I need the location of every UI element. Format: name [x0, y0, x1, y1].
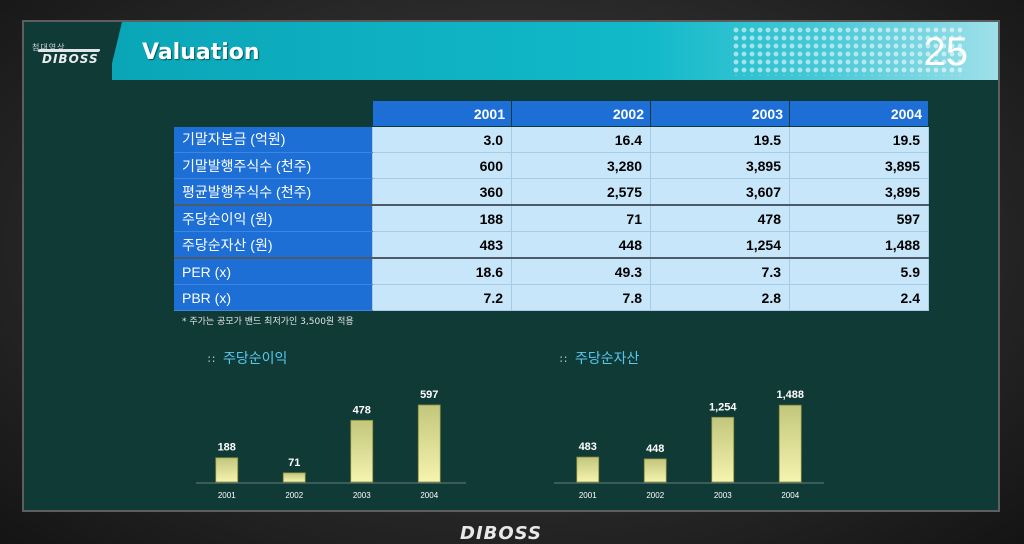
- bar-value-label: 483: [579, 441, 597, 453]
- x-tick-label: 2002: [646, 491, 664, 500]
- bullet-icon: ∷: [208, 353, 215, 366]
- logo-tagline: 첨대영상: [32, 43, 66, 52]
- table-cell: 360: [372, 178, 512, 206]
- bar-value-label: 1,488: [776, 389, 804, 401]
- row-label: 평균발행주식수 (천주): [174, 178, 373, 206]
- table-cell: 49.3: [511, 257, 651, 285]
- slide-header: Valuation 25: [108, 22, 998, 80]
- footer-logo: DIBOSS: [460, 523, 542, 544]
- table-corner: [174, 101, 373, 127]
- slide-frame: 첨대영상 DIBOSS Valuation 25 2001 2002 2003 …: [22, 20, 1000, 512]
- table-cell: 600: [372, 152, 512, 179]
- x-tick-label: 2004: [420, 491, 438, 500]
- table-cell: 16.4: [511, 126, 651, 153]
- table-cell: 7.2: [372, 284, 512, 311]
- slide-title: Valuation: [142, 40, 260, 65]
- bps-chart-title-text: 주당순자산: [575, 351, 640, 367]
- table-cell: 19.5: [789, 126, 929, 153]
- table-cell: 1,488: [789, 231, 929, 259]
- table-cell: 478: [650, 204, 790, 232]
- row-label: 기말발행주식수 (천주): [174, 152, 373, 179]
- bullet-icon: ∷: [560, 353, 567, 366]
- table-cell: 7.8: [511, 284, 651, 311]
- header-notch: [108, 22, 122, 80]
- table-cell: 2.4: [789, 284, 929, 311]
- table-row: 주당순이익 (원) 188 71 478 597: [174, 204, 929, 232]
- table-footnote: * 주가는 공모가 밴드 최저가인 3,500원 적용: [182, 317, 354, 327]
- table-cell: 3,895: [789, 178, 929, 206]
- table-cell: 597: [789, 204, 929, 232]
- table-cell: 3.0: [372, 126, 512, 153]
- x-tick-label: 2003: [714, 491, 732, 500]
- column-header: 2001: [372, 100, 512, 127]
- bar-value-label: 71: [288, 457, 300, 469]
- eps-chart-title-text: 주당순이익: [223, 351, 288, 367]
- bar: [778, 404, 802, 483]
- x-tick-label: 2001: [218, 491, 236, 500]
- table-row: 평균발행주식수 (천주) 360 2,575 3,607 3,895: [174, 178, 929, 206]
- table-row: 기말발행주식수 (천주) 600 3,280 3,895 3,895: [174, 152, 929, 179]
- table-cell: 3,895: [650, 152, 790, 179]
- table-cell: 2.8: [650, 284, 790, 311]
- row-label: PBR (x): [174, 284, 373, 311]
- bar: [643, 458, 667, 483]
- bar-value-label: 478: [353, 404, 371, 416]
- bar-value-label: 597: [420, 389, 438, 401]
- logo-wordmark: DIBOSS: [42, 52, 99, 66]
- row-label: 주당순이익 (원): [174, 204, 373, 232]
- x-tick-label: 2002: [285, 491, 303, 500]
- table-cell: 19.5: [650, 126, 790, 153]
- valuation-table: 2001 2002 2003 2004 기말자본금 (억원) 3.0 16.4 …: [174, 100, 929, 311]
- table-cell: 5.9: [789, 257, 929, 285]
- x-tick-label: 2001: [579, 491, 597, 500]
- header-dot-pattern: [732, 26, 962, 76]
- bar-value-label: 1,254: [709, 401, 737, 413]
- table-cell: 7.3: [650, 257, 790, 285]
- brand-logo: 첨대영상 DIBOSS: [24, 22, 114, 80]
- bar: [350, 419, 374, 483]
- table-row: 기말자본금 (억원) 3.0 16.4 19.5 19.5: [174, 126, 929, 153]
- column-header: 2003: [650, 100, 790, 127]
- x-tick-label: 2004: [781, 491, 799, 500]
- bar-value-label: 188: [218, 442, 236, 454]
- table-cell: 3,895: [789, 152, 929, 179]
- column-header: 2002: [511, 100, 651, 127]
- table-cell: 2,575: [511, 178, 651, 206]
- table-cell: 3,607: [650, 178, 790, 206]
- table-row: 주당순자산 (원) 483 448 1,254 1,488: [174, 231, 929, 259]
- bar-value-label: 448: [646, 443, 664, 455]
- bar: [417, 404, 441, 483]
- bps-bar-chart: 483 2001 448 2002 1,254 2003 1,488 2004: [554, 389, 824, 500]
- table-cell: 483: [372, 231, 512, 259]
- row-label: 주당순자산 (원): [174, 231, 373, 259]
- table-row: PBR (x) 7.2 7.8 2.8 2.4: [174, 284, 929, 311]
- x-tick-label: 2003: [353, 491, 371, 500]
- table-row: PER (x) 18.6 49.3 7.3 5.9: [174, 257, 929, 285]
- column-header: 2004: [789, 100, 929, 127]
- table-cell: 448: [511, 231, 651, 259]
- eps-chart-title: ∷ 주당순이익: [208, 348, 287, 368]
- table-cell: 18.6: [372, 257, 512, 285]
- row-label: 기말자본금 (억원): [174, 126, 373, 153]
- bar: [576, 456, 600, 483]
- page-number: 25: [923, 30, 969, 74]
- bar: [215, 457, 239, 483]
- table-header-row: 2001 2002 2003 2004: [174, 100, 929, 127]
- table-cell: 1,254: [650, 231, 790, 259]
- row-label: PER (x): [174, 257, 373, 285]
- bps-chart-title: ∷ 주당순자산: [560, 348, 639, 368]
- bar: [711, 416, 735, 483]
- eps-bar-chart: 188 2001 71 2002 478 2003 597 2004: [196, 389, 466, 500]
- bar: [282, 472, 306, 483]
- table-cell: 3,280: [511, 152, 651, 179]
- table-cell: 71: [511, 204, 651, 232]
- table-cell: 188: [372, 204, 512, 232]
